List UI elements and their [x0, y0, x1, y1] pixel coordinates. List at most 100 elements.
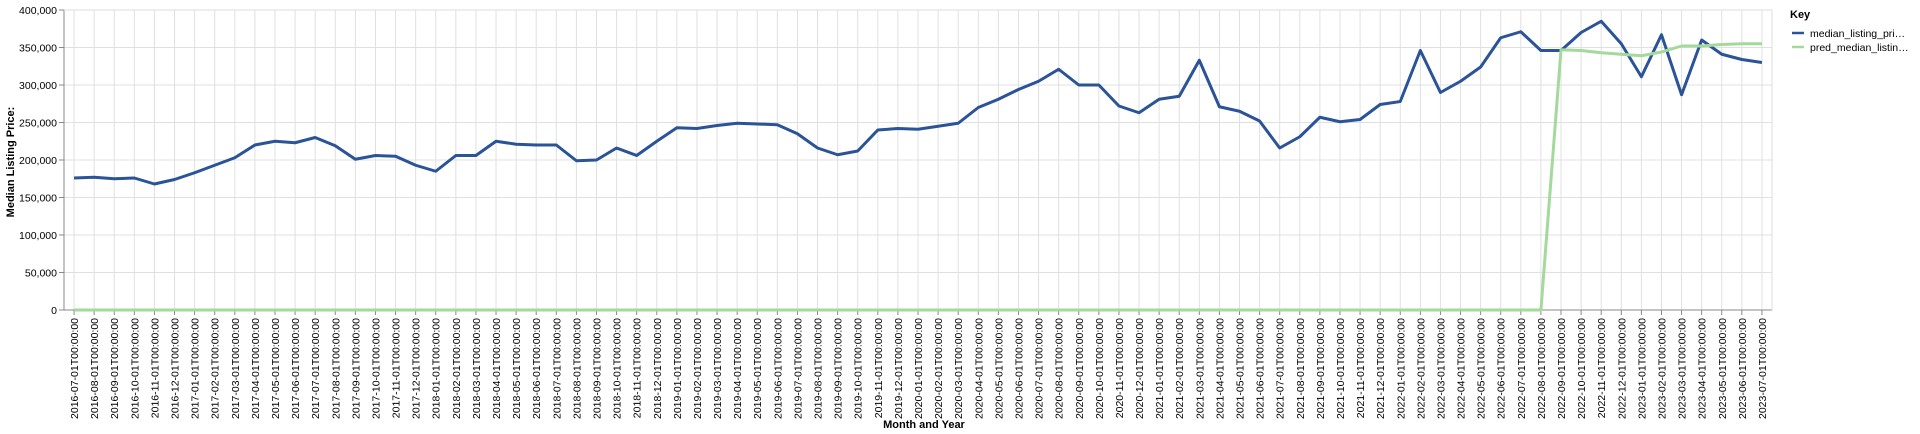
x-tick-label: 2021-05-01T00:00:00: [1235, 318, 1247, 419]
y-tick-label: 300,000: [19, 80, 57, 92]
series-line: [73, 19, 1763, 186]
x-tick-label: 2017-01-01T00:00:00: [190, 318, 202, 419]
x-tick-label: 2019-04-01T00:00:00: [732, 318, 744, 419]
x-tick-label: 2017-06-01T00:00:00: [290, 318, 302, 419]
x-tick-label: 2020-02-01T00:00:00: [933, 318, 945, 419]
x-tick-label: 2017-02-01T00:00:00: [210, 318, 222, 419]
x-tick-label: 2021-10-01T00:00:00: [1335, 318, 1347, 419]
y-tick-label: 50,000: [25, 268, 57, 280]
x-tick-label: 2020-05-01T00:00:00: [993, 318, 1005, 419]
legend-label: pred_median_listin…: [1810, 42, 1909, 54]
x-tick-label: 2018-03-01T00:00:00: [471, 318, 483, 419]
series-line: [74, 42, 1762, 312]
x-tick-label: 2016-11-01T00:00:00: [149, 318, 161, 418]
x-tick-label: 2022-08-01T00:00:00: [1536, 318, 1548, 419]
x-tick-label: 2017-09-01T00:00:00: [350, 318, 362, 419]
x-tick-label: 2020-03-01T00:00:00: [953, 318, 965, 419]
x-tick-label: 2022-02-01T00:00:00: [1415, 318, 1427, 419]
y-axis-title: Median Listing Price:: [5, 107, 17, 218]
x-tick-label: 2020-10-01T00:00:00: [1094, 318, 1106, 419]
x-tick-label: 2018-08-01T00:00:00: [571, 318, 583, 419]
x-tick-label: 2020-01-01T00:00:00: [913, 318, 925, 419]
x-tick-label: 2016-09-01T00:00:00: [109, 318, 121, 419]
x-tick-label: 2017-03-01T00:00:00: [230, 318, 242, 419]
x-tick-label: 2019-10-01T00:00:00: [853, 318, 865, 419]
x-tick-label: 2019-03-01T00:00:00: [712, 318, 724, 419]
x-tick-label: 2019-08-01T00:00:00: [813, 318, 825, 419]
y-tick-label: 150,000: [19, 193, 57, 205]
x-tick-label: 2018-11-01T00:00:00: [632, 318, 644, 418]
x-tick-label: 2018-01-01T00:00:00: [431, 318, 443, 419]
x-tick-label: 2021-03-01T00:00:00: [1194, 318, 1206, 419]
x-tick-label: 2023-07-01T00:00:00: [1757, 318, 1769, 419]
y-tick-label: 250,000: [19, 118, 57, 130]
x-tick-label: 2022-06-01T00:00:00: [1496, 318, 1508, 419]
x-tick-label: 2019-01-01T00:00:00: [672, 318, 684, 419]
x-tick-label: 2022-04-01T00:00:00: [1456, 318, 1468, 419]
x-tick-label: 2016-08-01T00:00:00: [89, 318, 101, 419]
x-tick-label: 2020-11-01T00:00:00: [1114, 318, 1126, 418]
x-tick-label: 2021-11-01T00:00:00: [1355, 318, 1367, 418]
x-tick-label: 2019-12-01T00:00:00: [893, 318, 905, 419]
x-tick-label: 2021-01-01T00:00:00: [1154, 318, 1166, 419]
x-tick-label: 2019-07-01T00:00:00: [792, 318, 804, 419]
x-tick-label: 2022-03-01T00:00:00: [1435, 318, 1447, 419]
x-tick-label: 2019-06-01T00:00:00: [772, 318, 784, 419]
legend-label: median_listing_pri…: [1810, 28, 1905, 40]
x-tick-label: 2023-06-01T00:00:00: [1737, 318, 1749, 419]
x-tick-label: 2016-10-01T00:00:00: [129, 318, 141, 419]
x-tick-label: 2020-06-01T00:00:00: [1013, 318, 1025, 419]
x-tick-label: 2017-05-01T00:00:00: [270, 318, 282, 419]
x-tick-label: 2023-03-01T00:00:00: [1677, 318, 1689, 419]
x-tick-label: 2017-04-01T00:00:00: [250, 318, 262, 419]
x-tick-label: 2018-06-01T00:00:00: [531, 318, 543, 419]
x-tick-label: 2019-02-01T00:00:00: [692, 318, 704, 419]
x-tick-label: 2023-05-01T00:00:00: [1717, 318, 1729, 419]
x-tick-label: 2022-11-01T00:00:00: [1596, 318, 1608, 418]
x-tick-label: 2018-12-01T00:00:00: [652, 318, 664, 419]
x-tick-label: 2017-12-01T00:00:00: [411, 318, 423, 419]
x-tick-label: 2020-12-01T00:00:00: [1134, 318, 1146, 419]
x-tick-label: 2017-10-01T00:00:00: [370, 318, 382, 419]
x-tick-label: 2018-04-01T00:00:00: [491, 318, 503, 419]
x-tick-label: 2018-10-01T00:00:00: [612, 318, 624, 419]
x-tick-label: 2023-01-01T00:00:00: [1636, 318, 1648, 419]
x-tick-label: 2016-07-01T00:00:00: [69, 318, 81, 419]
x-tick-label: 2020-08-01T00:00:00: [1054, 318, 1066, 419]
x-tick-label: 2021-08-01T00:00:00: [1295, 318, 1307, 419]
x-tick-label: 2016-12-01T00:00:00: [170, 318, 182, 419]
x-tick-label: 2020-04-01T00:00:00: [973, 318, 985, 419]
x-tick-label: 2021-09-01T00:00:00: [1315, 318, 1327, 419]
x-tick-label: 2017-11-01T00:00:00: [391, 318, 403, 418]
x-tick-label: 2023-04-01T00:00:00: [1697, 318, 1709, 419]
x-tick-label: 2019-11-01T00:00:00: [873, 318, 885, 418]
x-tick-label: 2018-09-01T00:00:00: [591, 318, 603, 419]
x-tick-label: 2022-01-01T00:00:00: [1395, 318, 1407, 419]
x-tick-label: 2020-09-01T00:00:00: [1074, 318, 1086, 419]
x-tick-label: 2020-07-01T00:00:00: [1034, 318, 1046, 419]
x-tick-label: 2021-07-01T00:00:00: [1275, 318, 1287, 419]
x-tick-label: 2021-04-01T00:00:00: [1214, 318, 1226, 419]
x-tick-label: 2018-05-01T00:00:00: [511, 318, 523, 419]
x-tick-label: 2019-09-01T00:00:00: [833, 318, 845, 419]
legend-title: Key: [1790, 9, 1811, 21]
x-tick-label: 2023-02-01T00:00:00: [1656, 318, 1668, 419]
x-tick-label: 2019-05-01T00:00:00: [752, 318, 764, 419]
x-axis-title: Month and Year: [883, 419, 965, 431]
x-tick-label: 2022-05-01T00:00:00: [1476, 318, 1488, 419]
x-tick-label: 2017-08-01T00:00:00: [330, 318, 342, 419]
x-tick-label: 2018-07-01T00:00:00: [551, 318, 563, 419]
x-tick-label: 2022-12-01T00:00:00: [1616, 318, 1628, 419]
y-tick-label: 400,000: [19, 5, 57, 17]
y-tick-label: 350,000: [19, 43, 57, 55]
x-tick-label: 2021-02-01T00:00:00: [1174, 318, 1186, 419]
x-tick-label: 2022-09-01T00:00:00: [1556, 318, 1568, 419]
y-tick-label: 200,000: [19, 155, 57, 167]
x-tick-label: 2021-06-01T00:00:00: [1255, 318, 1267, 419]
y-tick-label: 100,000: [19, 230, 57, 242]
y-tick-label: 0: [51, 305, 57, 317]
x-tick-label: 2018-02-01T00:00:00: [451, 318, 463, 419]
x-tick-label: 2022-10-01T00:00:00: [1576, 318, 1588, 419]
x-tick-label: 2017-07-01T00:00:00: [310, 318, 322, 419]
